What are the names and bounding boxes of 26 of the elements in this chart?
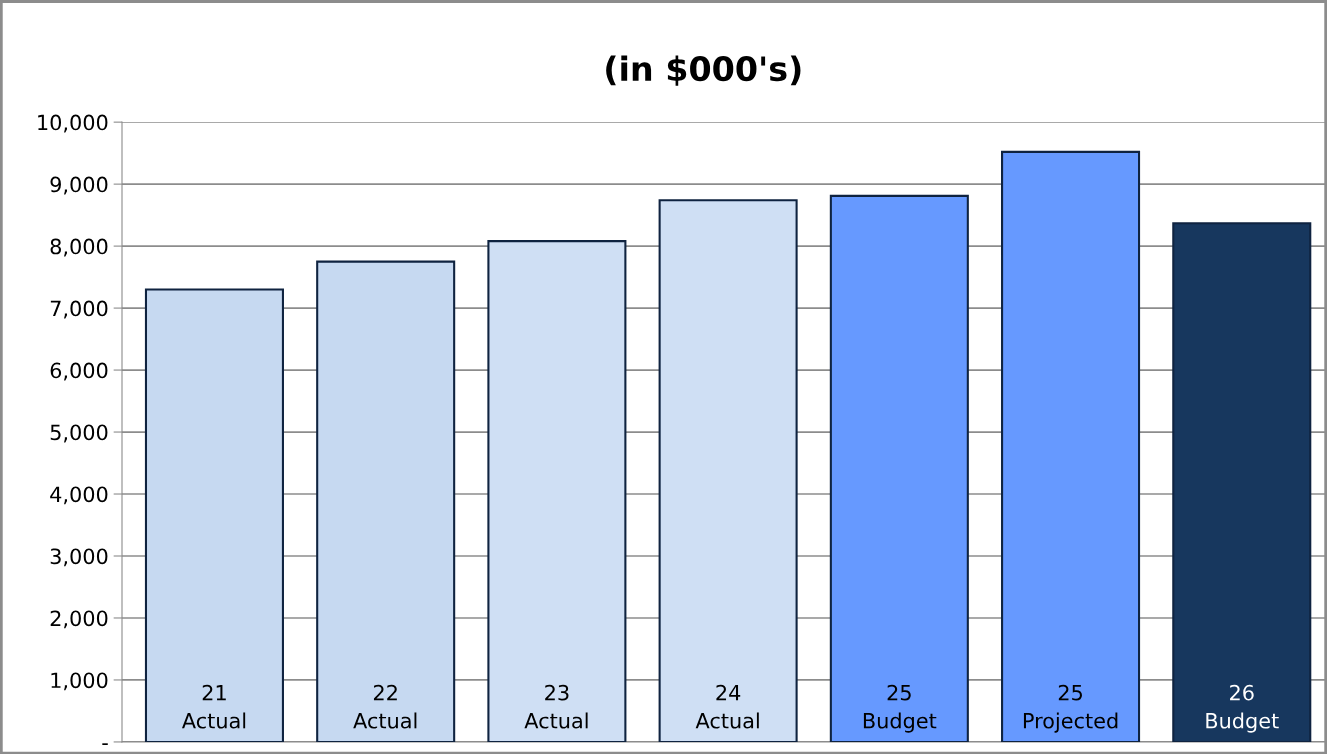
- x-tick-label: 23 Actual: [524, 684, 588, 729]
- bar: [487, 240, 627, 742]
- y-tick-label: 10,000: [38, 114, 108, 133]
- y-tick-label: 6,000: [50, 362, 108, 381]
- y-tick-label: 9,000: [50, 176, 108, 195]
- x-tick-label: 24 Actual: [695, 684, 759, 729]
- y-tick-label: 5,000: [50, 424, 108, 443]
- bar: [316, 260, 456, 742]
- y-tick-label: 2,000: [50, 610, 108, 629]
- x-tick-label: 22 Actual: [353, 684, 417, 729]
- y-tick-label: 1,000: [51, 672, 108, 691]
- y-tick-label: 3,000: [50, 548, 108, 567]
- y-tick-label: 7,000: [50, 300, 108, 319]
- bar: [1001, 150, 1141, 742]
- y-tick-label: -: [102, 743, 108, 745]
- y-tick-label: 4,000: [50, 486, 108, 505]
- bar: [829, 194, 969, 742]
- bar: [144, 288, 284, 742]
- x-tick-label: 21 Actual: [181, 684, 246, 729]
- bar: [1172, 222, 1312, 742]
- bar: [658, 199, 798, 742]
- y-tick-label: 8,000: [50, 238, 108, 257]
- chart-title: (in $000's): [606, 55, 801, 86]
- x-tick-label: 26 Budget: [1206, 684, 1279, 733]
- x-tick-label: 25 Projected: [1023, 684, 1118, 733]
- x-tick-label: 25 Budget: [863, 684, 937, 733]
